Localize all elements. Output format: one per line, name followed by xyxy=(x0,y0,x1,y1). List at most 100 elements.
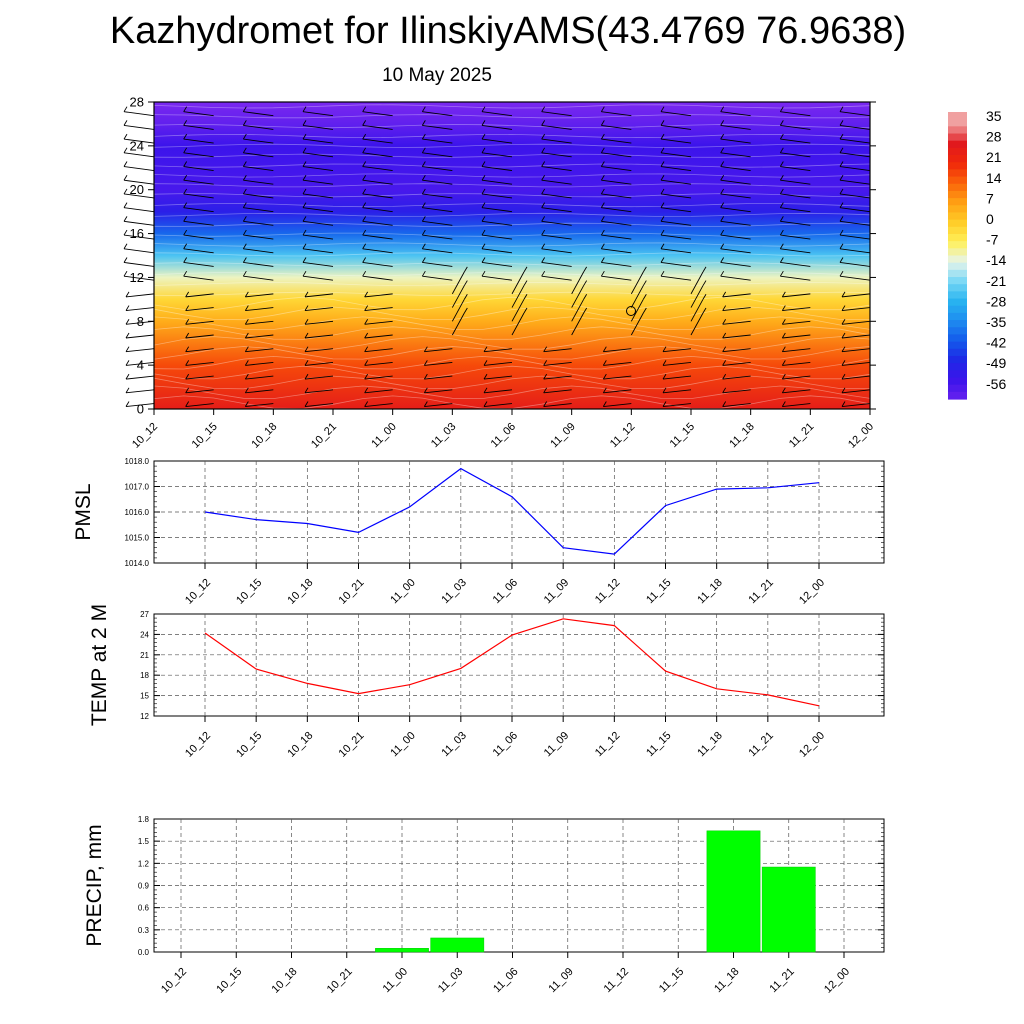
colorbar-box xyxy=(948,391,967,400)
precip-y-tick-label: 0.9 xyxy=(138,882,150,891)
wind-barbs xyxy=(123,106,871,407)
precip-y-tick-label: 0.0 xyxy=(138,948,150,957)
calm-wind-marker xyxy=(626,306,636,316)
colorbar-label: -35 xyxy=(986,314,1006,330)
colorbar-label: 7 xyxy=(986,190,994,206)
precip-y-tick-label: 0.3 xyxy=(138,926,150,935)
heatmap-y-tick-label: 4 xyxy=(137,358,144,373)
pmsl-x-tick-label: 11_15 xyxy=(644,577,674,607)
temp-x-tick-label: 11_12 xyxy=(593,730,623,760)
pmsl-x-tick-label: 11_21 xyxy=(746,577,776,607)
temp-x-tick-label: 11_00 xyxy=(388,730,418,760)
colorbar-box xyxy=(948,269,967,278)
chart-title: Kazhydromet for IlinskiyAMS(43.4769 76.9… xyxy=(109,10,907,52)
colorbar-label: -14 xyxy=(986,252,1006,268)
heatmap-x-tick-label: 11_18 xyxy=(727,421,757,451)
colorbar-label: 0 xyxy=(986,211,994,227)
pmsl-x-tick-label: 11_00 xyxy=(388,577,418,607)
colorbar-box xyxy=(948,147,967,156)
colorbar-box xyxy=(948,112,967,120)
precip-bar xyxy=(430,937,485,953)
colorbar-label: -42 xyxy=(986,335,1006,351)
colorbar-box xyxy=(948,241,967,249)
heatmap-x-tick-label: 11_21 xyxy=(787,421,817,451)
heatmap-y-tick-label: 0 xyxy=(137,402,144,417)
colorbar-box xyxy=(948,298,967,307)
heatmap-x-tick-label: 10_21 xyxy=(309,421,339,451)
precip-x-tick-label: 12_00 xyxy=(822,966,852,996)
heatmap-x-tick-label: 10_15 xyxy=(190,421,220,451)
precip-x-tick-label: 11_06 xyxy=(491,966,521,996)
temp-x-tick-label: 11_06 xyxy=(491,730,521,760)
temp-series-line xyxy=(204,618,820,707)
colorbar-box xyxy=(948,219,967,228)
heatmap-y-tick-label: 8 xyxy=(137,314,144,329)
pmsl-y-tick-label: 1015.0 xyxy=(125,534,150,543)
pmsl-y-tick-label: 1017.0 xyxy=(125,483,150,492)
colorbar-label: -21 xyxy=(986,273,1006,289)
temp-x-tick-label: 11_09 xyxy=(542,730,572,760)
precip-x-tick-label: 11_21 xyxy=(767,966,797,996)
colorbar-box xyxy=(948,183,967,192)
heatmap-x-tick-label: 10_18 xyxy=(249,421,279,451)
colorbar-box xyxy=(948,348,967,357)
colorbar-box xyxy=(948,262,967,271)
colorbar-box xyxy=(948,363,967,371)
precip-x-tick-label: 11_00 xyxy=(381,966,411,996)
pmsl-x-tick-label: 10_18 xyxy=(285,577,315,607)
colorbar-box xyxy=(948,370,967,379)
heatmap-x-tick-label: 11_09 xyxy=(548,421,578,451)
heatmap-x-tick-label: 12_00 xyxy=(846,421,876,451)
precip-x-tick-label: 11_09 xyxy=(546,966,576,996)
precip-x-tick-label: 10_15 xyxy=(214,966,244,996)
temp-x-tick-label: 10_12 xyxy=(183,730,213,760)
colorbar-box xyxy=(948,355,967,364)
pmsl-x-tick-label: 10_12 xyxy=(183,577,213,607)
temp-x-tick-label: 10_21 xyxy=(337,730,367,760)
colorbar-box xyxy=(948,162,967,170)
colorbar-box xyxy=(948,126,967,135)
colorbar-label: 28 xyxy=(986,129,1002,145)
colorbar-label: 35 xyxy=(986,108,1002,124)
colorbar-label: -7 xyxy=(986,232,999,248)
precip-x-tick-label: 10_18 xyxy=(270,966,300,996)
precip-bar xyxy=(375,948,429,953)
temp-y-tick-label: 21 xyxy=(140,651,149,660)
contour-lines xyxy=(153,104,871,409)
colorbar-box xyxy=(948,384,967,393)
heatmap-x-tick-label: 11_15 xyxy=(668,421,698,451)
pmsl-y-tick-label: 1016.0 xyxy=(125,508,150,517)
temp-x-tick-label: 11_18 xyxy=(695,730,725,760)
colorbar-box xyxy=(948,198,967,206)
precip-x-tick-label: 11_12 xyxy=(602,966,632,996)
precip-x-tick-label: 11_18 xyxy=(712,966,742,996)
colorbar-box xyxy=(948,305,967,314)
colorbar-box xyxy=(948,327,967,336)
colorbar-box xyxy=(948,334,967,343)
temp-x-tick-label: 10_18 xyxy=(285,730,315,760)
colorbar-box xyxy=(948,284,967,292)
pmsl-x-tick-label: 11_12 xyxy=(593,577,623,607)
heatmap-x-tick-label: 10_12 xyxy=(130,421,160,451)
colorbar-label: 14 xyxy=(986,170,1002,186)
colorbar-box xyxy=(948,255,967,264)
precip-x-tick-label: 10_21 xyxy=(325,966,355,996)
colorbar-box xyxy=(948,248,967,257)
pmsl-y-tick-label: 1014.0 xyxy=(125,559,150,568)
precip-y-tick-label: 1.2 xyxy=(138,859,150,868)
heatmap-y-tick-label: 12 xyxy=(130,270,144,285)
colorbar-box xyxy=(948,277,967,285)
temp-x-tick-label: 11_21 xyxy=(746,730,776,760)
colorbar-label: 21 xyxy=(986,149,1002,165)
colorbar-box xyxy=(948,155,967,163)
colorbar-label: -28 xyxy=(986,293,1006,309)
temp-frame xyxy=(153,613,885,717)
colorbar-box xyxy=(948,205,967,214)
colorbar-box xyxy=(948,291,967,300)
pmsl-x-tick-label: 11_18 xyxy=(695,577,725,607)
heatmap-x-tick-label: 11_03 xyxy=(429,421,459,451)
precip-y-tick-label: 0.6 xyxy=(138,904,150,913)
colorbar-box xyxy=(948,312,967,321)
colorbar-box xyxy=(948,190,967,199)
